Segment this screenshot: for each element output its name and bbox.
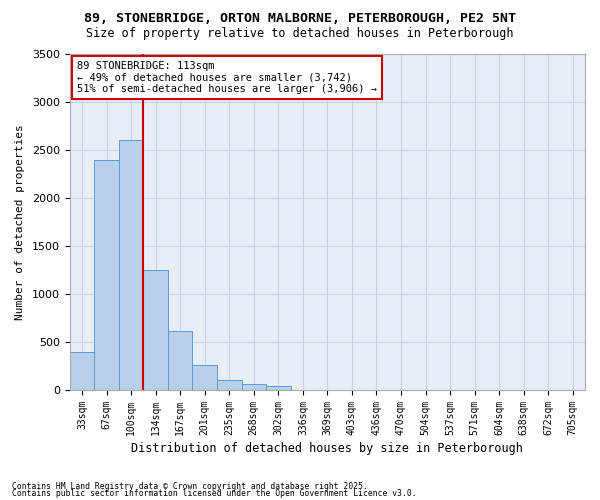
Text: 89, STONEBRIDGE, ORTON MALBORNE, PETERBOROUGH, PE2 5NT: 89, STONEBRIDGE, ORTON MALBORNE, PETERBO… bbox=[84, 12, 516, 26]
Y-axis label: Number of detached properties: Number of detached properties bbox=[15, 124, 25, 320]
Bar bbox=[94, 160, 119, 390]
Bar bbox=[70, 352, 94, 390]
Bar bbox=[168, 330, 193, 390]
Text: Contains public sector information licensed under the Open Government Licence v3: Contains public sector information licen… bbox=[12, 489, 416, 498]
Text: 89 STONEBRIDGE: 113sqm
← 49% of detached houses are smaller (3,742)
51% of semi-: 89 STONEBRIDGE: 113sqm ← 49% of detached… bbox=[77, 60, 377, 94]
Text: Contains HM Land Registry data © Crown copyright and database right 2025.: Contains HM Land Registry data © Crown c… bbox=[12, 482, 368, 491]
Bar bbox=[266, 386, 290, 390]
X-axis label: Distribution of detached houses by size in Peterborough: Distribution of detached houses by size … bbox=[131, 442, 523, 455]
Bar bbox=[242, 384, 266, 390]
Bar bbox=[143, 270, 168, 390]
Bar bbox=[119, 140, 143, 390]
Text: Size of property relative to detached houses in Peterborough: Size of property relative to detached ho… bbox=[86, 28, 514, 40]
Bar bbox=[217, 380, 242, 390]
Bar bbox=[193, 365, 217, 390]
